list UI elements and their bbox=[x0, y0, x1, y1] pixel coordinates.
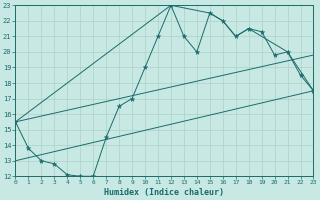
X-axis label: Humidex (Indice chaleur): Humidex (Indice chaleur) bbox=[104, 188, 224, 197]
